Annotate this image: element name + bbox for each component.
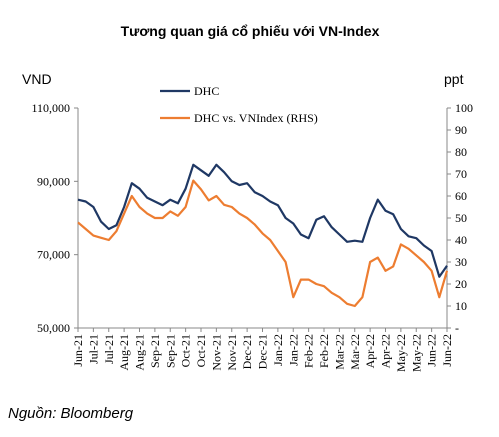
x-tick-label: Oct-21: [179, 334, 193, 367]
x-tick-label: Oct-21: [194, 334, 208, 367]
y2-axis-label: ppt: [444, 71, 464, 87]
y2-tick-label: 10: [455, 299, 467, 313]
y-tick-label: 110,000: [31, 101, 70, 115]
x-tick-label: Aug-21: [133, 334, 147, 371]
y2-tick-label: 70: [455, 167, 467, 181]
x-tick-label: Apr-22: [363, 334, 377, 368]
y-tick-label: 50,000: [37, 321, 70, 335]
x-tick-label: Jun-22: [440, 334, 454, 367]
x-tick-label: Jul-21: [102, 334, 116, 364]
x-tick-label: Jul-21: [86, 334, 100, 364]
series-line: [77, 179, 449, 308]
x-tick-label: Feb-22: [302, 334, 316, 368]
y2-tick-label: 60: [455, 189, 467, 203]
x-tick-label: Jun-21: [71, 334, 85, 367]
source-note: Nguồn: Bloomberg: [8, 405, 134, 422]
y2-tick-label: 40: [455, 233, 467, 247]
y-axis-label: VND: [22, 71, 52, 87]
x-tick-label: Sep-21: [148, 334, 162, 368]
x-tick-label: Feb-22: [317, 334, 331, 368]
y2-tick-label: 80: [455, 145, 467, 159]
x-tick-label: Jun-22: [425, 334, 439, 367]
x-tick-label: Mar-22: [332, 334, 346, 370]
x-tick-label: Aug-21: [117, 334, 131, 371]
x-tick-label: May-22: [409, 334, 423, 372]
x-tick-label: Dec-21: [240, 334, 254, 369]
y2-tick-label: 100: [455, 101, 473, 115]
x-tick-label: Jan-22: [271, 334, 285, 366]
x-tick-label: Nov-21: [225, 334, 239, 371]
y2-tick-label: 30: [455, 255, 467, 269]
y2-tick-label: -: [455, 321, 459, 335]
legend-label: DHC: [194, 84, 219, 98]
legend-label: DHC vs. VNIndex (RHS): [194, 111, 318, 125]
series-line: [77, 163, 448, 278]
y2-tick-label: 90: [455, 123, 467, 137]
x-tick-label: Nov-21: [209, 334, 223, 371]
x-tick-label: May-22: [394, 334, 408, 372]
y-tick-label: 90,000: [37, 174, 70, 188]
x-tick-label: Jan-22: [286, 334, 300, 366]
y2-tick-label: 20: [455, 277, 467, 291]
chart-title: Tương quan giá cổ phiếu với VN-Index: [121, 23, 380, 39]
y-tick-label: 70,000: [37, 248, 70, 262]
x-tick-label: Dec-21: [256, 334, 270, 369]
x-tick-label: Apr-22: [379, 334, 393, 368]
x-tick-label: Mar-22: [348, 334, 362, 370]
y2-tick-label: 50: [455, 211, 467, 225]
x-tick-label: Sep-21: [163, 334, 177, 368]
